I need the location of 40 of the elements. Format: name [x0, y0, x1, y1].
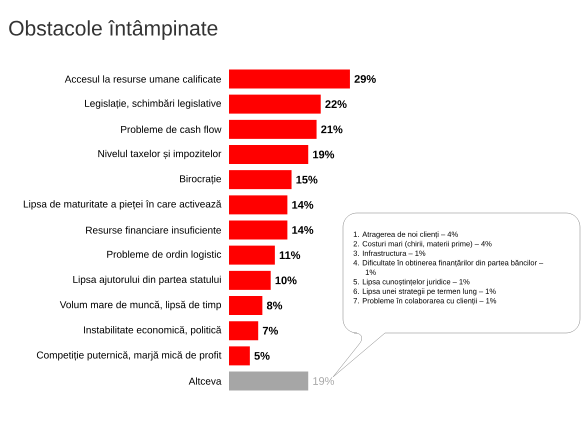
bar [229, 296, 262, 316]
bar [229, 69, 350, 88]
y-tick-label: Instabilitate economică, politică [84, 326, 222, 336]
data-label: 10% [276, 276, 297, 284]
bar [229, 94, 321, 114]
chart-title: Obstacole întâmpinate [9, 20, 218, 40]
data-label: 19% [313, 150, 334, 158]
data-label: 14% [292, 200, 314, 209]
bar [229, 145, 308, 164]
y-tick-label: Birocrație [180, 174, 222, 184]
bar [229, 321, 258, 340]
data-label: 15% [296, 176, 318, 184]
y-tick-label: Altceva [188, 377, 222, 385]
bar [229, 170, 292, 190]
bar [229, 120, 317, 139]
data-label: 22% [325, 100, 347, 108]
data-label: 19% [313, 377, 334, 385]
bar [229, 195, 288, 214]
y-tick-label: Probleme de ordin logistic [107, 250, 222, 260]
data-label: 11% [280, 251, 300, 260]
y-tick-label: Legislație, schimbări legislative [85, 99, 221, 109]
bar [229, 372, 308, 391]
bar [229, 246, 275, 265]
y-tick-label: Volum mare de muncă, lipsă de timp [60, 300, 222, 310]
y-tick-label: Nivelul taxelor și impozitelor [98, 150, 222, 160]
data-label: 14% [292, 226, 314, 234]
data-label: 5% [254, 352, 270, 360]
y-tick-label: Resurse financiare insuficiente [86, 226, 221, 234]
data-label: 29% [354, 75, 376, 83]
bar [229, 220, 288, 240]
data-label: 21% [321, 125, 342, 134]
y-tick-label: Lipsa de maturitate a pieței în care activează [24, 200, 222, 210]
bar [229, 346, 250, 366]
y-tick-label: Accesul la resurse umane calificate [64, 75, 221, 83]
data-label: 8% [266, 302, 282, 310]
y-tick-label: Probleme de cash flow [121, 126, 222, 134]
bar [229, 270, 271, 290]
y-tick-label: Lipsa ajutorului din partea statului [73, 276, 221, 286]
data-label: 7% [262, 326, 278, 335]
y-tick-label: Competiție puternică, marjă mică de profit [36, 351, 222, 361]
